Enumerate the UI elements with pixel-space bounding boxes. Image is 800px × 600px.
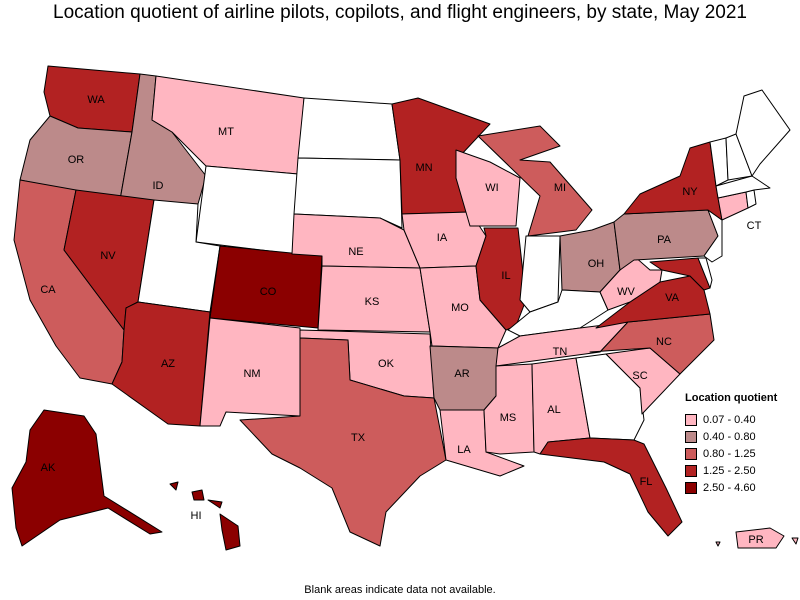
legend-item: 2.50 - 4.60 (685, 479, 797, 496)
state-label-OK: OK (378, 358, 395, 370)
state-label-MS: MS (500, 412, 517, 424)
state-label-HI: HI (191, 510, 202, 522)
state-label-IL: IL (501, 270, 510, 282)
state-ME[interactable] (735, 89, 791, 177)
state-label-AR: AR (454, 368, 469, 380)
state-label-LA: LA (457, 444, 471, 456)
state-WI[interactable] (455, 149, 521, 227)
legend-item: 1.25 - 2.50 (685, 462, 797, 479)
state-label-WV: WV (617, 286, 635, 298)
state-label-OH: OH (588, 258, 605, 270)
state-label-MO: MO (451, 302, 469, 314)
legend-title: Location quotient (685, 392, 778, 404)
state-label-AL: AL (547, 404, 560, 416)
state-label-NY: NY (682, 186, 698, 198)
state-label-SC: SC (632, 370, 647, 382)
state-label-NE: NE (348, 246, 363, 258)
state-label-KS: KS (365, 296, 380, 308)
map-legend: Location quotient 0.07 - 0.40 0.40 - 0.8… (685, 392, 797, 496)
state-label-TN: TN (553, 346, 568, 358)
state-label-OR: OR (68, 154, 85, 166)
state-label-AZ: AZ (161, 358, 175, 370)
state-IN[interactable] (519, 235, 561, 313)
state-HI[interactable] (169, 481, 241, 551)
state-PR[interactable] (735, 527, 785, 549)
map-title: Location quotient of airline pilots, cop… (53, 2, 747, 23)
legend-swatch (685, 464, 697, 477)
pr-islet (715, 541, 721, 547)
state-IL[interactable] (475, 227, 527, 331)
state-label-MN: MN (415, 162, 432, 174)
state-label-VA: VA (665, 292, 680, 304)
state-label-ID: ID (153, 180, 164, 192)
state-label-NM: NM (243, 368, 260, 380)
legend-swatch (685, 413, 697, 426)
legend-label: 1.25 - 2.50 (703, 464, 756, 477)
state-label-WI: WI (485, 182, 498, 194)
state-label-PA: PA (657, 234, 672, 246)
legend-swatch (685, 430, 697, 443)
legend-item: 0.80 - 1.25 (685, 445, 797, 462)
footnote: Blank areas indicate data not available. (304, 584, 496, 596)
state-SC[interactable] (605, 347, 681, 415)
state-label-CT: CT (747, 220, 762, 232)
state-NC[interactable] (589, 313, 715, 375)
state-label-PR: PR (748, 534, 763, 546)
legend-label: 0.80 - 1.25 (703, 447, 756, 460)
state-NY[interactable] (623, 141, 723, 221)
state-label-NV: NV (100, 250, 116, 262)
state-label-TX: TX (351, 432, 366, 444)
state-MI[interactable] (477, 125, 593, 237)
state-label-FL: FL (640, 476, 653, 488)
state-label-CO: CO (260, 286, 277, 298)
state-label-CA: CA (40, 284, 56, 296)
state-label-MT: MT (218, 126, 234, 138)
state-AK[interactable] (11, 409, 163, 547)
state-TX[interactable] (239, 337, 447, 547)
legend-item: 0.40 - 0.80 (685, 428, 797, 445)
state-label-NC: NC (656, 336, 672, 348)
state-WV[interactable] (599, 255, 663, 311)
state-label-IA: IA (437, 232, 448, 244)
state-label-WA: WA (87, 94, 105, 106)
legend-label: 0.07 - 0.40 (703, 413, 756, 426)
state-FL[interactable] (539, 437, 683, 537)
legend-swatch (685, 447, 697, 460)
state-label-MI: MI (554, 182, 566, 194)
legend-item: 0.07 - 0.40 (685, 411, 797, 428)
legend-label: 2.50 - 4.60 (703, 481, 756, 494)
legend-swatch (685, 481, 697, 494)
state-RI[interactable] (745, 189, 757, 209)
state-NM[interactable] (199, 317, 301, 427)
state-WY[interactable] (195, 165, 299, 255)
pr-islet (791, 537, 799, 545)
state-DE[interactable] (697, 257, 713, 289)
state-ND[interactable] (297, 97, 401, 161)
state-label-AK: AK (41, 462, 56, 474)
legend-label: 0.40 - 0.80 (703, 430, 756, 443)
